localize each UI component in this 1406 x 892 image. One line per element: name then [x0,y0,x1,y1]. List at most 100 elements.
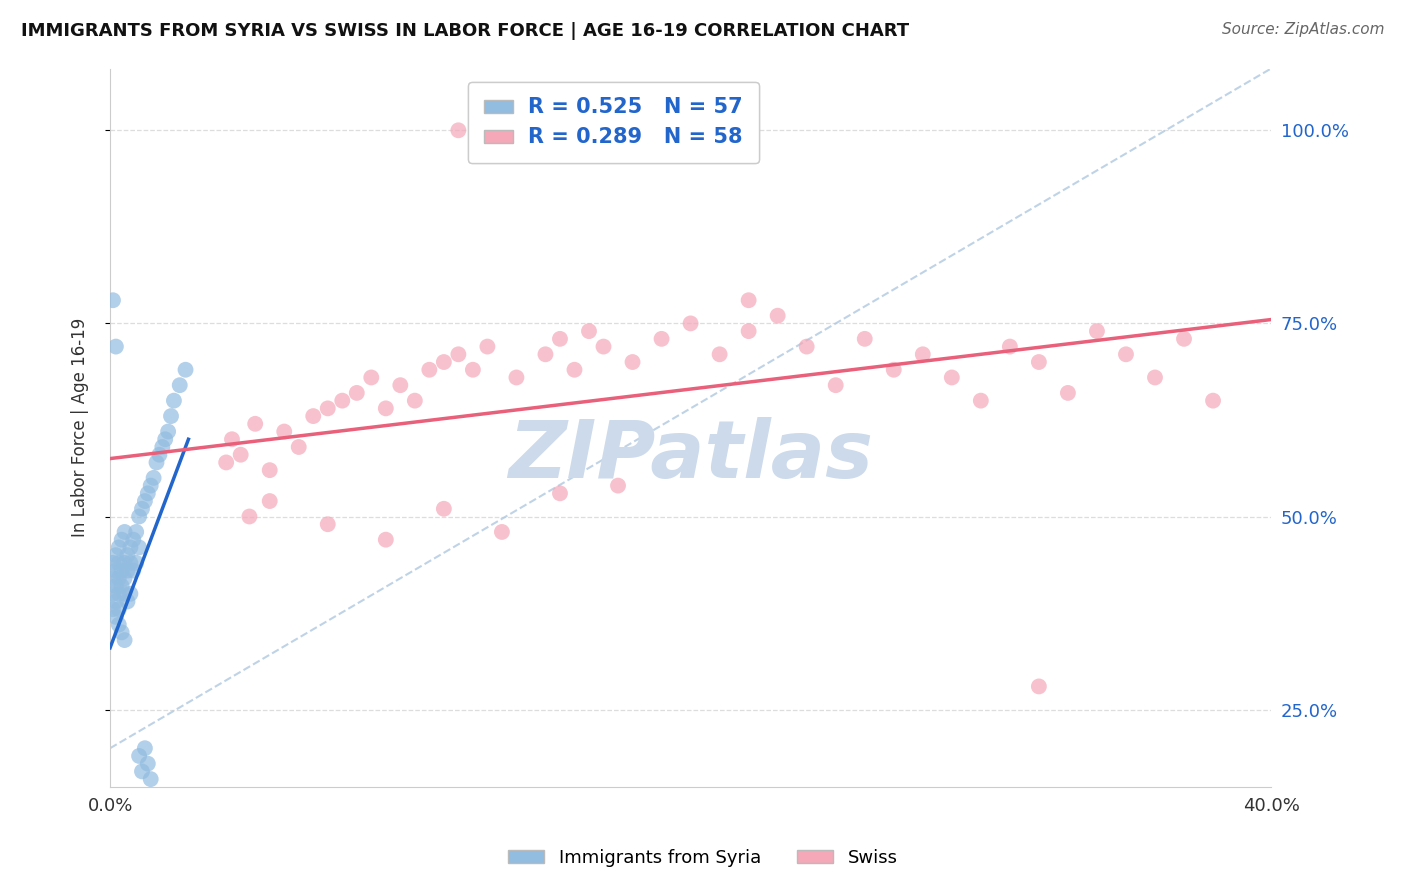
Point [374,401,396,416]
Point [418,363,440,377]
Point [259,494,281,508]
Legend: R = 0.525   N = 57, R = 0.289   N = 58: R = 0.525 N = 57, R = 0.289 N = 58 [468,82,759,162]
Point [120,541,142,555]
Point [578,324,600,338]
Point [505,370,527,384]
Point [114,633,136,648]
Point [709,347,731,361]
Point [114,587,136,601]
Point [136,756,159,771]
Point [273,425,295,439]
Point [1202,393,1225,408]
Point [122,564,145,578]
Point [125,524,148,539]
Point [1115,347,1137,361]
Point [107,587,129,601]
Point [114,556,136,570]
Point [101,556,124,570]
Point [111,533,134,547]
Point [117,594,139,608]
Point [941,370,963,384]
Point [104,610,127,624]
Point [117,548,139,562]
Point [134,494,156,508]
Point [131,501,153,516]
Point [111,579,134,593]
Point [229,448,252,462]
Point [107,617,129,632]
Point [433,501,456,516]
Point [163,393,186,408]
Point [1143,370,1166,384]
Point [404,393,426,408]
Point [621,355,644,369]
Point [107,556,129,570]
Text: ZIPatlas: ZIPatlas [508,417,873,495]
Point [302,409,325,423]
Point [114,571,136,585]
Point [145,455,167,469]
Point [122,533,145,547]
Point [107,571,129,585]
Point [174,363,197,377]
Point [111,625,134,640]
Point [998,340,1021,354]
Text: IMMIGRANTS FROM SYRIA VS SWISS IN LABOR FORCE | AGE 16-19 CORRELATION CHART: IMMIGRANTS FROM SYRIA VS SWISS IN LABOR … [21,22,910,40]
Point [548,332,571,346]
Point [883,363,905,377]
Point [679,317,702,331]
Point [447,347,470,361]
Point [360,370,382,384]
Point [128,748,150,763]
Point [737,324,759,338]
Point [607,478,630,492]
Point [104,564,127,578]
Point [104,548,127,562]
Point [157,425,180,439]
Point [150,440,173,454]
Point [104,340,127,354]
Legend: Immigrants from Syria, Swiss: Immigrants from Syria, Swiss [501,842,905,874]
Point [737,293,759,308]
Point [148,448,170,462]
Point [970,393,993,408]
Point [136,486,159,500]
Point [120,556,142,570]
Point [651,332,673,346]
Point [534,347,557,361]
Point [215,455,238,469]
Point [101,602,124,616]
Point [245,417,267,431]
Point [316,401,339,416]
Point [120,587,142,601]
Point [139,478,162,492]
Point [1057,385,1080,400]
Point [447,123,470,137]
Point [316,517,339,532]
Point [221,432,243,446]
Point [1173,332,1195,346]
Point [548,486,571,500]
Point [433,355,456,369]
Point [128,541,150,555]
Point [104,579,127,593]
Point [101,293,124,308]
Point [160,409,183,423]
Point [389,378,412,392]
Point [911,347,934,361]
Point [853,332,876,346]
Point [139,772,162,786]
Point [114,524,136,539]
Point [766,309,789,323]
Point [796,340,818,354]
Point [111,564,134,578]
Point [125,556,148,570]
Point [117,564,139,578]
Point [1028,680,1050,694]
Point [259,463,281,477]
Point [155,432,177,446]
Point [134,741,156,756]
Point [374,533,396,547]
Y-axis label: In Labor Force | Age 16-19: In Labor Force | Age 16-19 [72,318,89,537]
Point [104,594,127,608]
